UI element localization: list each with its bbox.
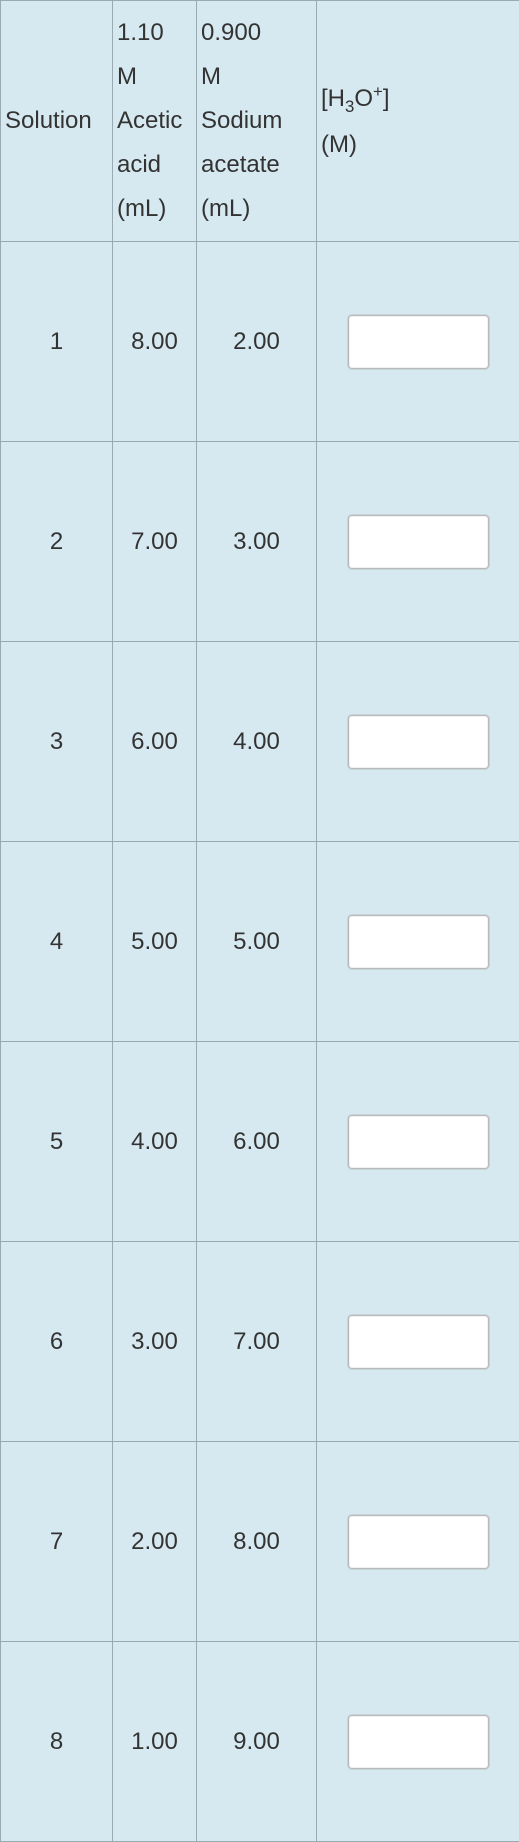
cell-solution: 2 — [1, 442, 113, 642]
cell-solution: 3 — [1, 642, 113, 842]
cell-acid: 8.00 — [113, 242, 197, 442]
h3o-input[interactable] — [348, 1315, 489, 1369]
cell-acetate: 8.00 — [197, 1442, 317, 1642]
cell-acid: 3.00 — [113, 1242, 197, 1442]
header-acetate-line4: acetate — [201, 143, 312, 187]
cell-solution: 8 — [1, 1642, 113, 1842]
h3o-suffix: ] — [383, 85, 390, 112]
header-acetic-acid: 1.10 M Acetic acid (mL) — [113, 1, 197, 242]
cell-h3o — [317, 1242, 519, 1442]
cell-acetate: 5.00 — [197, 842, 317, 1042]
cell-h3o — [317, 1042, 519, 1242]
header-h3o: [H3O+] (M) — [317, 1, 519, 242]
cell-acid: 4.00 — [113, 1042, 197, 1242]
table-row: 72.008.00 — [1, 1442, 519, 1642]
header-h3o-unit: (M) — [321, 123, 515, 167]
cell-h3o — [317, 1442, 519, 1642]
table-row: 18.002.00 — [1, 242, 519, 442]
cell-acid: 2.00 — [113, 1442, 197, 1642]
table-row: 54.006.00 — [1, 1042, 519, 1242]
header-acid-line3: Acetic — [117, 99, 192, 143]
cell-h3o — [317, 842, 519, 1042]
h3o-prefix: [H — [321, 85, 345, 112]
header-acid-line5: (mL) — [117, 187, 192, 231]
cell-solution: 4 — [1, 842, 113, 1042]
cell-acetate: 7.00 — [197, 1242, 317, 1442]
table-row: 63.007.00 — [1, 1242, 519, 1442]
cell-acid: 7.00 — [113, 442, 197, 642]
h3o-mid: O — [354, 85, 373, 112]
header-acid-line2: M — [117, 55, 192, 99]
header-solution-label: Solution — [5, 107, 92, 134]
h3o-input[interactable] — [348, 515, 489, 569]
cell-solution: 6 — [1, 1242, 113, 1442]
cell-h3o — [317, 442, 519, 642]
h3o-sup: + — [373, 82, 383, 101]
header-sodium-acetate: 0.900 M Sodium acetate (mL) — [197, 1, 317, 242]
buffer-solutions-table: Solution 1.10 M Acetic acid (mL) 0.900 M… — [0, 0, 519, 1842]
table-row: 45.005.00 — [1, 842, 519, 1042]
table-body: 18.002.0027.003.0036.004.0045.005.0054.0… — [1, 242, 519, 1842]
cell-h3o — [317, 642, 519, 842]
cell-h3o — [317, 1642, 519, 1842]
h3o-input[interactable] — [348, 1515, 489, 1569]
table-row: 36.004.00 — [1, 642, 519, 842]
cell-acid: 5.00 — [113, 842, 197, 1042]
cell-solution: 7 — [1, 1442, 113, 1642]
h3o-input[interactable] — [348, 715, 489, 769]
cell-acid: 6.00 — [113, 642, 197, 842]
cell-h3o — [317, 242, 519, 442]
cell-acetate: 3.00 — [197, 442, 317, 642]
header-acetate-line1: 0.900 — [201, 11, 312, 55]
header-solution: Solution — [1, 1, 113, 242]
h3o-input[interactable] — [348, 915, 489, 969]
header-acid-line4: acid — [117, 143, 192, 187]
h3o-input[interactable] — [348, 1715, 489, 1769]
header-acetate-line2: M — [201, 55, 312, 99]
h3o-sub: 3 — [345, 97, 354, 116]
table-row: 27.003.00 — [1, 442, 519, 642]
cell-solution: 5 — [1, 1042, 113, 1242]
cell-acid: 1.00 — [113, 1642, 197, 1842]
header-acetate-line3: Sodium — [201, 99, 312, 143]
cell-acetate: 9.00 — [197, 1642, 317, 1842]
h3o-input[interactable] — [348, 1115, 489, 1169]
header-h3o-formula: [H3O+] — [321, 75, 515, 123]
header-acetate-line5: (mL) — [201, 187, 312, 231]
table-header-row: Solution 1.10 M Acetic acid (mL) 0.900 M… — [1, 1, 519, 242]
h3o-input[interactable] — [348, 315, 489, 369]
cell-acetate: 2.00 — [197, 242, 317, 442]
cell-acetate: 6.00 — [197, 1042, 317, 1242]
header-acid-line1: 1.10 — [117, 11, 192, 55]
cell-solution: 1 — [1, 242, 113, 442]
cell-acetate: 4.00 — [197, 642, 317, 842]
table-row: 81.009.00 — [1, 1642, 519, 1842]
